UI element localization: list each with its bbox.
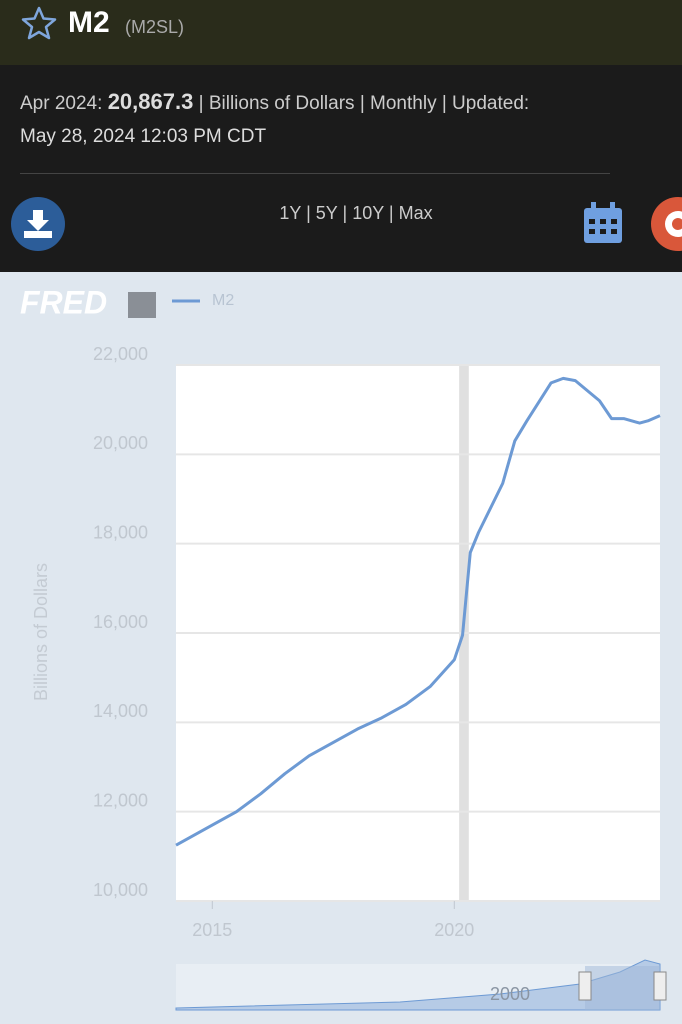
logo-icon xyxy=(128,292,156,318)
y-tick-label: 20,000 xyxy=(93,433,148,453)
range-button[interactable]: 1Y xyxy=(279,203,302,223)
range-buttons: 1Y | 5Y | 10Y | Max xyxy=(240,203,472,224)
y-tick-label: 12,000 xyxy=(93,790,148,810)
range-button[interactable]: Max xyxy=(398,203,433,223)
info-line: Apr 2024: 20,867.3 | Billions of Dollars… xyxy=(20,89,529,115)
navigator-window[interactable] xyxy=(585,966,660,1010)
x-tick-label: 2020 xyxy=(434,920,474,940)
range-button[interactable]: 5Y xyxy=(315,203,338,223)
title-bar: M2 (M2SL) xyxy=(0,0,682,65)
y-tick-label: 10,000 xyxy=(93,880,148,900)
divider xyxy=(20,173,610,174)
obs-date: Apr 2024: xyxy=(20,93,103,114)
y-tick-label: 18,000 xyxy=(93,522,148,542)
data-line xyxy=(175,376,661,847)
separator: | xyxy=(306,203,311,223)
navigator-handle[interactable] xyxy=(578,971,592,1001)
y-tick-label: 22,000 xyxy=(93,344,148,364)
chart: FRED Billions of Dollars 10,000 12,000 14,… xyxy=(20,284,667,1011)
separator: | xyxy=(342,203,348,223)
x-tick-label: 2015 xyxy=(192,920,232,940)
y-axis-label: Billions of Dollars xyxy=(31,563,51,701)
navigator-label: 2000 xyxy=(490,984,530,1004)
y-tick-label: 14,000 xyxy=(93,701,148,721)
details: | Billions of Dollars | Monthly | Update… xyxy=(198,93,530,114)
calendar-button[interactable] xyxy=(582,201,624,245)
series-id: (M2SL) xyxy=(125,17,185,37)
range-button[interactable]: 10Y xyxy=(352,203,384,223)
legend-label: M2 xyxy=(212,292,234,309)
obs-value: 20,867.3 xyxy=(107,89,194,114)
separator: | xyxy=(388,203,394,223)
y-tick-label: 16,000 xyxy=(93,612,148,632)
updated: May 28, 2024 12:03 PM CDT xyxy=(20,126,267,147)
settings-button[interactable] xyxy=(650,196,682,252)
logo: FRED xyxy=(20,284,107,320)
info-panel: Apr 2024: 20,867.3 | Billions of Dollars… xyxy=(0,65,682,272)
download-button[interactable] xyxy=(10,196,66,252)
star-icon[interactable] xyxy=(20,5,58,41)
symbol: M2 xyxy=(68,6,110,39)
navigator-handle[interactable] xyxy=(653,971,667,1001)
